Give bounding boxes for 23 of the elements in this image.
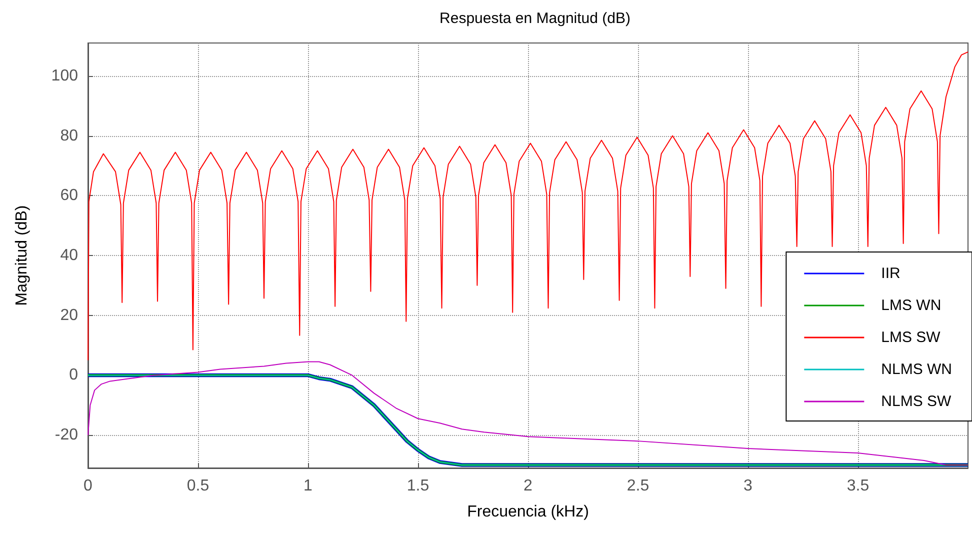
x-axis-title: Frecuencia (kHz) <box>467 504 589 520</box>
x-tick-label: 3 <box>744 478 753 494</box>
legend-label: NLMS SW <box>881 393 952 410</box>
x-tick-label: 2.5 <box>626 478 650 494</box>
legend-label: NLMS WN <box>881 361 952 378</box>
y-tick-label: 20 <box>60 306 78 324</box>
x-tick-label: 1.5 <box>406 478 430 494</box>
y-tick-label: 100 <box>51 67 78 84</box>
x-tick-label: 2 <box>524 478 533 494</box>
legend-label: IIR <box>881 265 900 282</box>
legend-label: LMS SW <box>881 329 942 346</box>
x-tick-label: 0 <box>84 478 93 494</box>
y-tick-label: 0 <box>69 366 78 384</box>
x-tick-label: 0.5 <box>186 478 210 494</box>
y-tick-label: 40 <box>60 247 78 264</box>
chart-title: Respuesta en Magnitud (dB) <box>440 10 630 27</box>
x-tick-label: 1 <box>304 478 313 494</box>
y-tick-label: 80 <box>60 127 78 144</box>
x-tick-label: 3.5 <box>846 478 870 494</box>
y-tick-label: 60 <box>60 187 78 204</box>
y-tick-label: -20 <box>54 426 78 444</box>
y-axis-title: Magnitud (dB) <box>14 205 30 306</box>
legend-label: LMS WN <box>881 297 942 314</box>
